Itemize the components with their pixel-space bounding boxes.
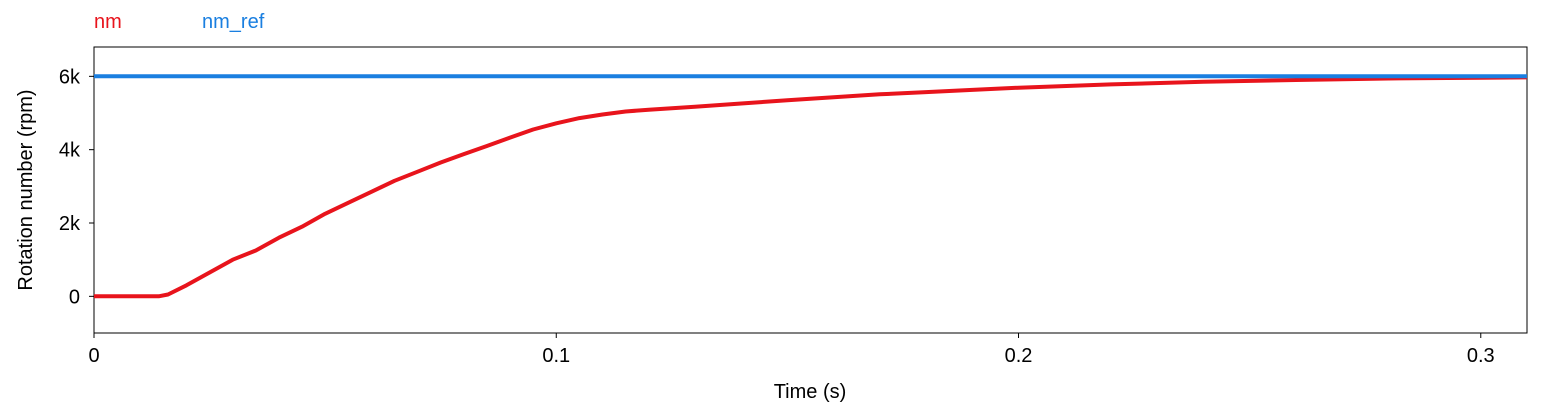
- series-line-nm: [94, 75, 1528, 299]
- y-tick-label: 0: [69, 286, 80, 308]
- x-tick-label: 0.1: [542, 345, 570, 367]
- chart-legend: nm nm_ref: [0, 8, 600, 36]
- x-tick-label: 0.3: [1467, 345, 1495, 367]
- x-tick-label: 0.2: [1005, 345, 1033, 367]
- y-tick-label: 2k: [59, 213, 81, 235]
- x-tick-label: 0: [88, 345, 99, 367]
- x-axis-label: Time (s): [774, 381, 847, 403]
- y-axis-ticks: 0 2k 4k 6k: [59, 66, 94, 308]
- plot-frame: [93, 46, 1528, 334]
- y-tick-label: 4k: [59, 140, 81, 162]
- legend-item-nm: nm: [94, 11, 122, 33]
- legend-item-nm-ref: nm_ref: [202, 11, 265, 33]
- y-tick-label: 6k: [59, 66, 81, 88]
- series-layer: [94, 74, 1528, 299]
- y-axis-label: Rotation number (rpm): [15, 89, 37, 290]
- x-axis-ticks: 0 0.1 0.2 0.3: [88, 333, 1495, 367]
